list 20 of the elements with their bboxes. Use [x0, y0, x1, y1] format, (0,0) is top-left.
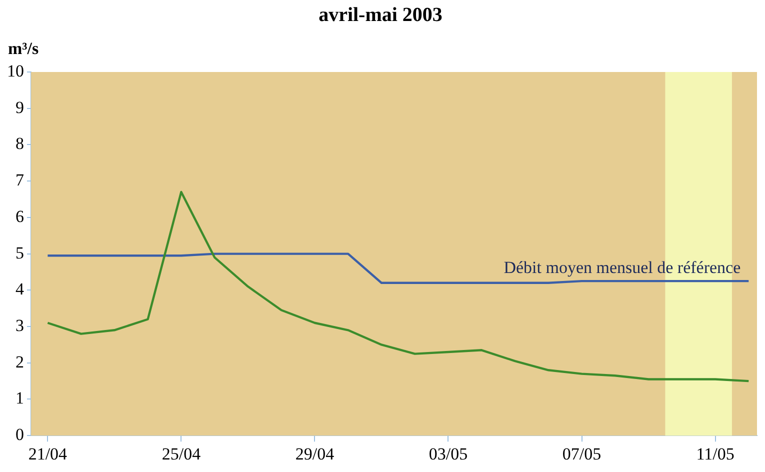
y-tick-label: 1 — [16, 388, 24, 408]
y-tick-label: 3 — [16, 316, 24, 335]
series-label: Débit moyen mensuel de référence — [504, 258, 741, 278]
x-tick-label: 11/05 — [696, 444, 734, 464]
chart-title: avril-mai 2003 — [318, 4, 442, 26]
x-tick-label: 03/05 — [428, 444, 468, 464]
y-tick-label: 2 — [16, 352, 24, 372]
y-tick-label: 0 — [16, 425, 24, 444]
y-tick-label: 8 — [16, 134, 24, 154]
y-tick-label: 6 — [16, 206, 24, 226]
y-tick-label: 4 — [16, 280, 24, 299]
x-tick-label: 07/05 — [562, 444, 602, 464]
x-tick-label: 25/04 — [162, 444, 202, 464]
x-tick-label: 21/04 — [28, 444, 68, 464]
y-tick-label: 10 — [7, 61, 24, 80]
y-tick-label: 9 — [16, 98, 24, 117]
y-axis-title: m³/s — [8, 38, 39, 58]
y-tick-label: 7 — [16, 170, 24, 190]
x-tick-label: 29/04 — [295, 444, 335, 464]
y-tick-label: 5 — [16, 243, 24, 262]
